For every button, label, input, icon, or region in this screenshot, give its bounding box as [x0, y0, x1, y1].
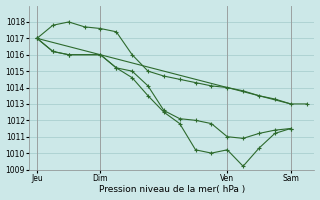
X-axis label: Pression niveau de la mer( hPa ): Pression niveau de la mer( hPa ) [99, 185, 245, 194]
